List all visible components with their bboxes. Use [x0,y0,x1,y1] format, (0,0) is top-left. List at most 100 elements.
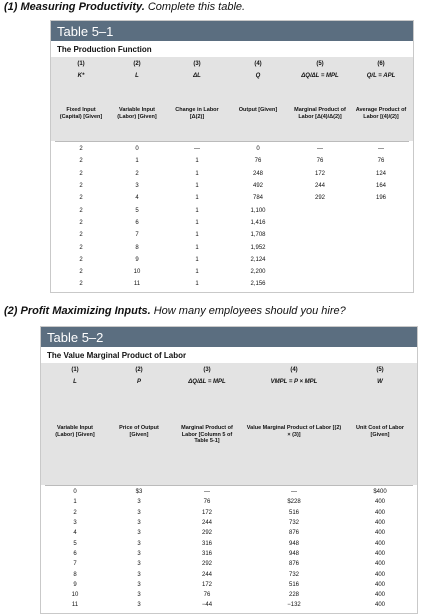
column-description: Marginal Product of Labor [Δ(4)/Δ(2)] [294,107,346,120]
table-cell: 172 [201,509,212,516]
table-cell: 292 [201,561,212,568]
table-cell: 3 [137,520,141,527]
column-symbol: ΔQ/ΔL = MPL [188,379,226,385]
table-cell: 1,952 [250,244,266,251]
table-cell: 292 [314,195,325,202]
column-description: Change in Labor [Δ(2)] [175,107,219,120]
column-header: (5) ΔQ/ΔL = MPL Marginal Product of Labor … [289,59,351,139]
table-cell: 1 [195,269,199,276]
table-cell: 2 [79,207,83,214]
table-cell: 400 [374,540,385,547]
table-1-column-headers: (1) K* Fixed Input (Capital) [Given] (2) L Va… [55,59,411,139]
column-symbol: P [136,379,141,385]
table-cell: 8 [73,571,77,578]
table-cell: 10 [71,592,79,599]
table-cell: 2 [79,232,83,239]
table-cell: 316 [201,540,212,547]
table-cell: 228 [288,592,299,599]
column-symbol: Q/L = APL [366,73,396,79]
table-cell: 400 [374,561,385,568]
table-cell: 2,156 [250,281,266,288]
table-cell: 1 [135,158,139,165]
table-cell: 1 [195,244,199,251]
table-row: 2 3 1 492 244 164 [55,180,413,192]
table-cell: 2 [79,183,83,190]
table-cell: 3 [137,509,141,516]
question-2: (2) Profit Maximizing Inputs. How many e… [4,305,346,317]
table-row: 2 5 1 1,100 [55,204,413,216]
table-cell: — [194,146,200,153]
column-symbol: VMPL = P × MPL [270,379,318,385]
table-cell: 7 [135,232,139,239]
table-1-head: Table 5–1 [51,21,413,41]
table-cell: 2,124 [250,256,266,263]
table-cell: 196 [375,195,386,202]
table-cell: 1 [195,207,199,214]
table-cell: 2 [79,269,83,276]
column-header: (2) P Price of Output [Given] [105,365,173,483]
table-cell: 2 [79,195,83,202]
table-cell: 400 [374,520,385,527]
column-number: (2) [133,61,141,67]
table-cell: 1 [73,499,77,506]
table-cell: 3 [137,592,141,599]
table-cell: 732 [288,520,299,527]
table-cell: 400 [374,509,385,516]
column-description: Marginal Product of Labor [Column 5 of T… [181,425,233,444]
table-cell: 1 [195,183,199,190]
column-header: (3) ΔL Change in Labor [Δ(2)] [167,59,227,139]
table-cell: 400 [374,581,385,588]
column-description: Unit Cost of Labor [Given] [356,425,404,438]
table-cell: 11 [71,602,79,609]
table-row: 2 9 1 2,124 [55,254,413,266]
table-cell: 516 [288,581,299,588]
table-cell: 244 [201,520,212,527]
column-symbol: K* [77,73,85,79]
table-cell: 5 [73,540,77,547]
table-cell: 3 [137,581,141,588]
table-row: 9 3 172 516 400 [45,580,417,590]
table-cell: 1 [195,256,199,263]
table-cell: 9 [135,256,139,263]
table-cell: 76 [254,158,262,165]
table-cell: 7 [73,561,77,568]
column-header: (3) ΔQ/ΔL = MPL Marginal Product of Labor … [173,365,241,483]
table-cell: 2 [79,256,83,263]
table-cell: 76 [203,592,211,599]
column-symbol: ΔQ/ΔL = MPL [301,73,339,79]
table-cell: 172 [314,170,325,177]
table-row: 0 $3 — — $400 [45,487,417,497]
column-description: Fixed Input (Capital) [Given] [59,107,103,120]
table-2-header-rule [45,485,413,486]
table-2-column-headers: (1) L Variable Input (Labor) [Given] (2) P Pr… [45,365,413,483]
production-function-table: Table 5–1 The Production Function (1) K* F… [50,20,414,293]
column-description: Variable Input (Labor) [Given] [117,107,157,120]
table-cell: 2 [79,158,83,165]
question-1: (1) Measuring Productivity. Complete thi… [4,1,245,13]
table-row: 2 3 172 516 400 [45,508,417,518]
table-cell: 732 [288,571,299,578]
column-description: Average Product of Labor [(4)/(2)] [355,107,407,120]
table-row: 11 3 −44 −132 400 [45,600,417,610]
table-cell: 1 [195,158,199,165]
table-cell: 3 [137,540,141,547]
table-cell: $228 [287,499,301,506]
table-cell: — [317,146,323,153]
table-2-head: Table 5–2 [41,327,417,347]
table-cell: 516 [288,509,299,516]
table-cell: 9 [73,581,77,588]
table-cell: 316 [201,550,212,557]
column-header: (6) Q/L = APL Average Product of Labor [(4… [351,59,411,139]
table-cell: 2 [79,219,83,226]
table-cell: 400 [374,592,385,599]
table-row: 2 4 1 784 292 196 [55,192,413,204]
table-row: 2 2 1 248 172 124 [55,168,413,180]
table-cell: 1 [195,232,199,239]
table-cell: 3 [137,571,141,578]
table-2-subtitle: The Value Marginal Product of Labor [47,351,187,360]
table-cell: 3 [73,520,77,527]
table-cell: 3 [135,183,139,190]
table-row: 8 3 244 732 400 [45,569,417,579]
column-number: (4) [290,367,298,373]
table-cell: 2 [79,244,83,251]
